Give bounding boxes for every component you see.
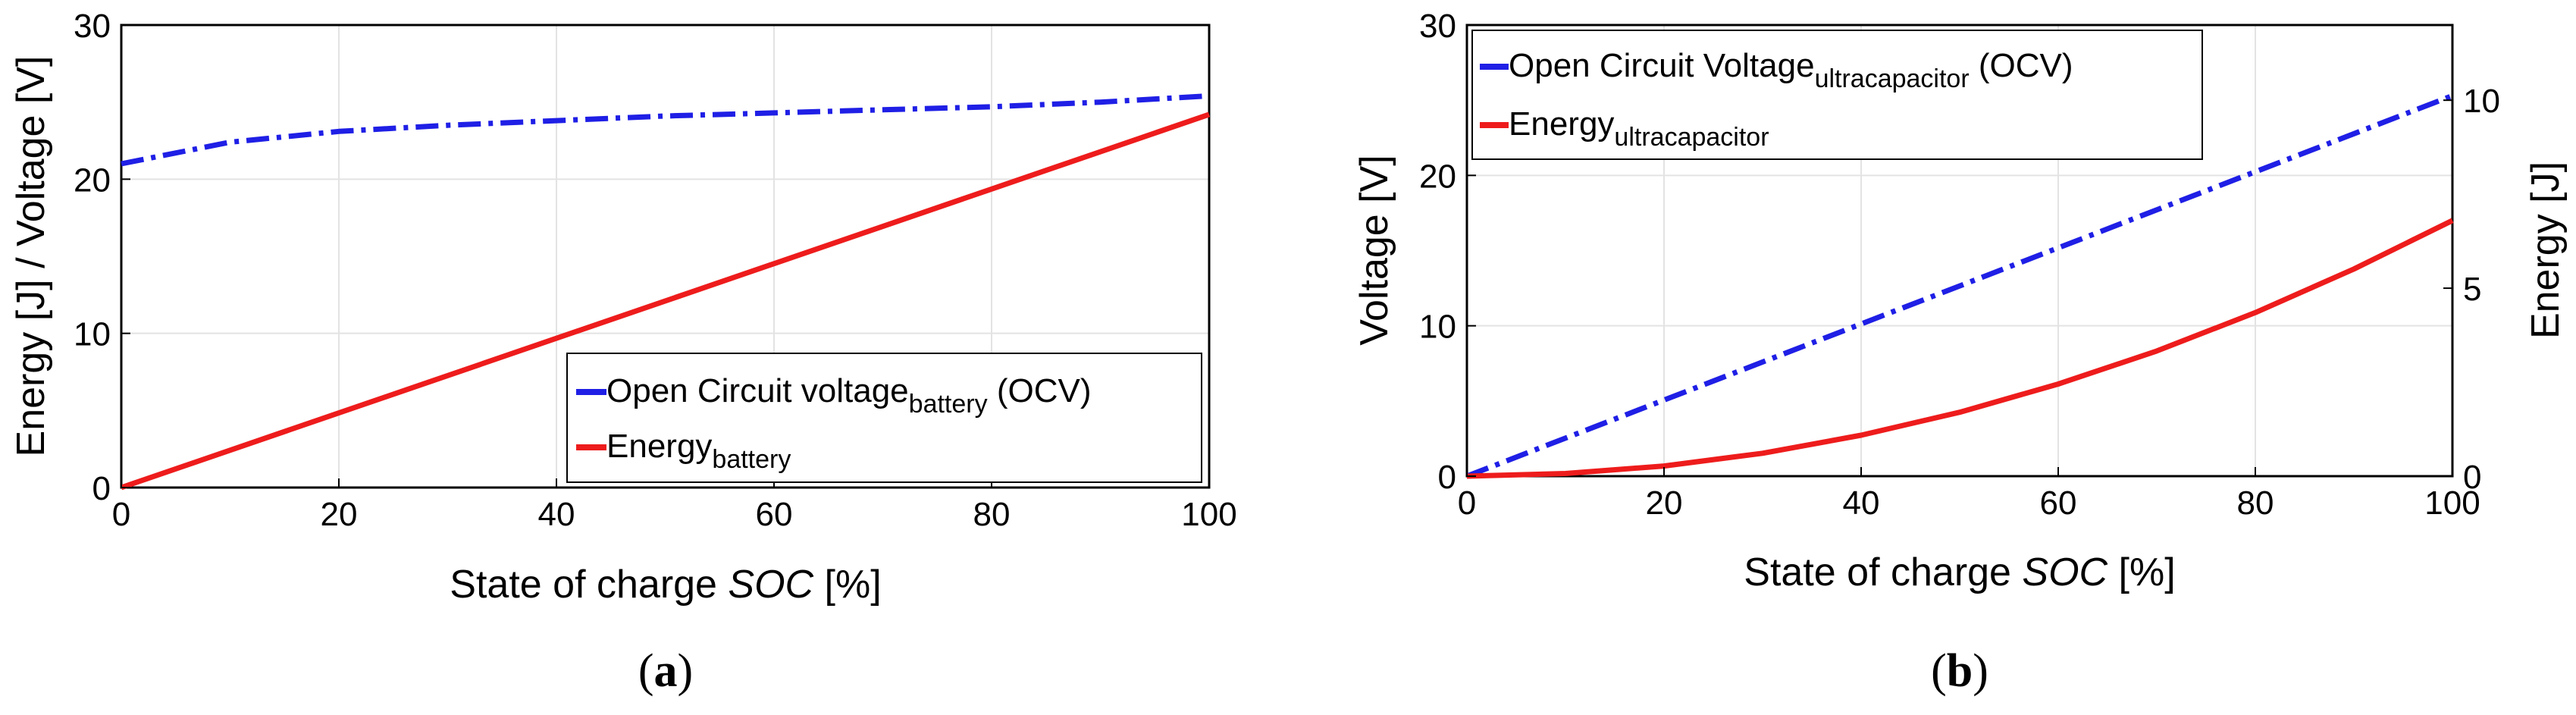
chart-b-x-ticks: 0 20 40 60 80 100 bbox=[1458, 467, 2480, 522]
chart-b-y-ticks: 0 10 20 30 bbox=[1419, 8, 1476, 496]
chart-b-y-ticks-right: 0 5 10 bbox=[2443, 83, 2500, 496]
chart-b-legend-label-energy: Energyultracapacitor bbox=[1509, 105, 1769, 152]
series-line-open-circuit-voltage-battery bbox=[121, 93, 1210, 167]
chart-a-x-ticks: 0 20 40 60 80 100 bbox=[112, 478, 1237, 533]
chart-b-y-axis-label: Voltage [V] bbox=[1352, 155, 1396, 346]
x-tick-label: 60 bbox=[756, 496, 793, 533]
y-right-tick-label: 5 bbox=[2463, 271, 2481, 308]
chart-b-series bbox=[1465, 93, 2454, 479]
x-tick-label: 40 bbox=[538, 496, 575, 533]
chart-a-y-axis-label: Energy [J] / Voltage [V] bbox=[9, 56, 53, 457]
y-tick-label: 10 bbox=[1419, 309, 1456, 346]
x-tick-label: 0 bbox=[1458, 485, 1476, 522]
y-tick-label: 30 bbox=[1419, 8, 1456, 45]
x-tick-label: 40 bbox=[1843, 485, 1880, 522]
series-line-energy-ultracapacitor bbox=[1466, 218, 2454, 479]
x-tick-label: 80 bbox=[2237, 485, 2274, 522]
chart-b-legend: Open Circuit Voltageultracapacitor (OCV)… bbox=[1471, 30, 2203, 160]
chart-b-x-axis-label: State of charge SOC [%] bbox=[1744, 550, 2175, 594]
chart-a-caption: (a) bbox=[638, 645, 693, 697]
x-tick-label: 0 bbox=[112, 496, 130, 533]
x-tick-label: 100 bbox=[1181, 496, 1236, 533]
x-tick-label: 100 bbox=[2424, 485, 2480, 522]
chart-b-plot-frame bbox=[1465, 24, 2454, 478]
y-tick-label: 10 bbox=[74, 316, 111, 353]
series-line-open-circuit-voltage-ultracapacitor bbox=[1465, 93, 2454, 479]
chart-a-legend-box bbox=[566, 353, 1202, 483]
y-tick-label: 0 bbox=[92, 470, 111, 507]
chart-a-y-ticks: 0 10 20 30 bbox=[74, 8, 130, 507]
chart-b-legend-label-ocv: Open Circuit Voltageultracapacitor (OCV) bbox=[1509, 47, 2073, 93]
chart-a-series bbox=[120, 93, 1211, 491]
y-right-tick-label: 0 bbox=[2463, 459, 2481, 496]
series-line-energy-battery bbox=[120, 111, 1211, 491]
chart-a: 0 20 40 60 80 100 0 10 20 30 State of charge SOC… bbox=[9, 8, 1237, 697]
y-tick-label: 20 bbox=[74, 162, 111, 199]
y-right-tick-label: 10 bbox=[2463, 83, 2500, 120]
y-tick-label: 30 bbox=[74, 8, 111, 45]
y-tick-label: 20 bbox=[1419, 158, 1456, 195]
x-tick-label: 20 bbox=[1646, 485, 1683, 522]
chart-a-legend: Open Circuit voltagebattery (OCV) Energy… bbox=[566, 353, 1202, 483]
chart-b-legend-box bbox=[1471, 30, 2203, 160]
chart-b-caption: (b) bbox=[1931, 645, 1988, 697]
chart-a-x-axis-label: State of charge SOC [%] bbox=[450, 563, 881, 607]
chart-b-y-axis-label-right: Energy [J] bbox=[2524, 162, 2568, 339]
x-tick-label: 60 bbox=[2040, 485, 2077, 522]
chart-a-plot-frame bbox=[120, 24, 1211, 489]
chart-a-legend-label-energy: Energybattery bbox=[606, 428, 791, 474]
chart-a-legend-label-ocv: Open Circuit voltagebattery (OCV) bbox=[606, 372, 1092, 419]
chart-b: 0 20 40 60 80 100 0 10 20 30 0 5 10 State of charg… bbox=[1352, 8, 2568, 697]
x-tick-label: 20 bbox=[321, 496, 358, 533]
y-tick-label: 0 bbox=[1438, 459, 1456, 496]
x-tick-label: 80 bbox=[973, 496, 1011, 533]
